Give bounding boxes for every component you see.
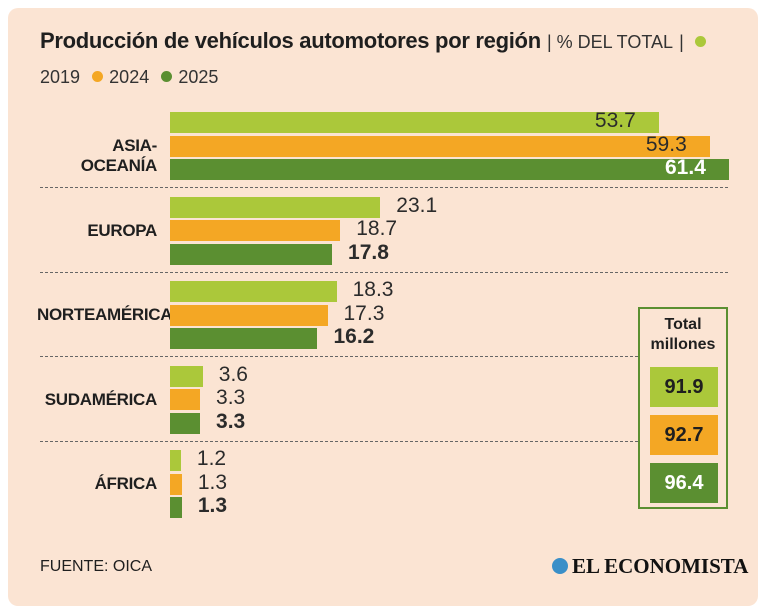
chart-title-block: Producción de vehículos automotores por … bbox=[40, 24, 730, 94]
bar-asia-oceania-2019 bbox=[170, 112, 659, 133]
group-divider bbox=[40, 187, 728, 188]
legend-swatch-2019 bbox=[694, 36, 706, 47]
group-divider bbox=[40, 440, 728, 442]
bar-europa-2025 bbox=[170, 243, 333, 265]
value-label-norteamerica-2025: 16.2 bbox=[333, 325, 375, 348]
value-label-africa-2025: 1.3 bbox=[197, 494, 228, 517]
bar-norteamerica-2019 bbox=[170, 281, 337, 302]
brand-icon bbox=[552, 558, 568, 574]
value-label-asia-oceania-2025: 61.4 bbox=[665, 156, 706, 179]
value-label-sudamerica-2019: 3.6 bbox=[218, 362, 248, 386]
bar-asia-oceania-2024 bbox=[170, 135, 710, 157]
chart-card bbox=[8, 8, 758, 606]
totals-title: Total millones bbox=[650, 316, 716, 353]
bar-sudamerica-2025 bbox=[170, 412, 201, 434]
value-label-sudamerica-2024: 3.3 bbox=[216, 386, 246, 409]
bar-norteamerica-2025 bbox=[170, 328, 318, 349]
bar-norteamerica-2024 bbox=[170, 304, 328, 326]
value-label-africa-2024: 1.3 bbox=[197, 470, 228, 494]
legend-item-2024: 2024 bbox=[92, 67, 149, 87]
value-label-europa-2025: 17.8 bbox=[348, 240, 389, 264]
bar-asia-oceania-2025 bbox=[170, 159, 729, 180]
value-label-sudamerica-2025: 3.3 bbox=[216, 409, 246, 433]
legend-swatch-2025 bbox=[161, 71, 173, 82]
group-divider bbox=[40, 271, 728, 273]
value-label-asia-oceania-2019: 53.7 bbox=[594, 109, 636, 132]
legend-item-2025: 2025 bbox=[161, 67, 218, 87]
value-label-norteamerica-2019: 18.3 bbox=[352, 278, 394, 301]
total-2024: 92.7 bbox=[650, 415, 718, 455]
bar-europa-2024 bbox=[170, 220, 341, 241]
region-label-europa: EUROPA bbox=[87, 220, 157, 240]
region-label-africa: ÁFRICA bbox=[94, 474, 158, 493]
value-label-asia-oceania-2024: 59.3 bbox=[645, 132, 687, 156]
bar-sudamerica-2024 bbox=[170, 389, 201, 410]
bar-africa-2024 bbox=[170, 473, 182, 495]
chart-title: Producción de vehículos automotores por … bbox=[40, 28, 541, 53]
brand-logo: EL ECONOMISTA bbox=[552, 554, 748, 579]
legend-swatch-2024 bbox=[92, 71, 104, 82]
chart-subtitle: % DEL TOTAL bbox=[556, 32, 674, 52]
bar-africa-2019 bbox=[170, 450, 181, 471]
legend-item-2019: 2019 bbox=[40, 32, 712, 87]
legend-label-2019: 2019 bbox=[40, 67, 81, 87]
source-note: FUENTE: OICA bbox=[40, 558, 153, 575]
bar-europa-2019 bbox=[170, 196, 381, 218]
total-2019: 91.9 bbox=[650, 367, 718, 407]
value-label-africa-2019: 1.2 bbox=[196, 447, 227, 470]
bar-africa-2025 bbox=[170, 497, 182, 518]
totals-box: Total millones 91.9 92.7 96.4 bbox=[638, 307, 728, 509]
region-label-asia-oceania: ASIA-OCEANÍA bbox=[80, 136, 158, 175]
value-label-norteamerica-2024: 17.3 bbox=[343, 301, 385, 325]
brand-name: EL ECONOMISTA bbox=[572, 554, 749, 578]
value-label-europa-2019: 23.1 bbox=[396, 193, 438, 217]
legend-label-2025: 2025 bbox=[178, 67, 219, 87]
region-label-sudamerica: SUDAMÉRICA bbox=[44, 389, 158, 409]
total-2025: 96.4 bbox=[650, 463, 718, 503]
region-label-norteamerica: NORTEAMÉRICA bbox=[37, 305, 173, 324]
group-divider bbox=[40, 356, 728, 357]
bar-sudamerica-2019 bbox=[170, 365, 203, 387]
legend-label-2024: 2024 bbox=[109, 67, 150, 87]
value-label-europa-2024: 18.7 bbox=[356, 217, 398, 240]
